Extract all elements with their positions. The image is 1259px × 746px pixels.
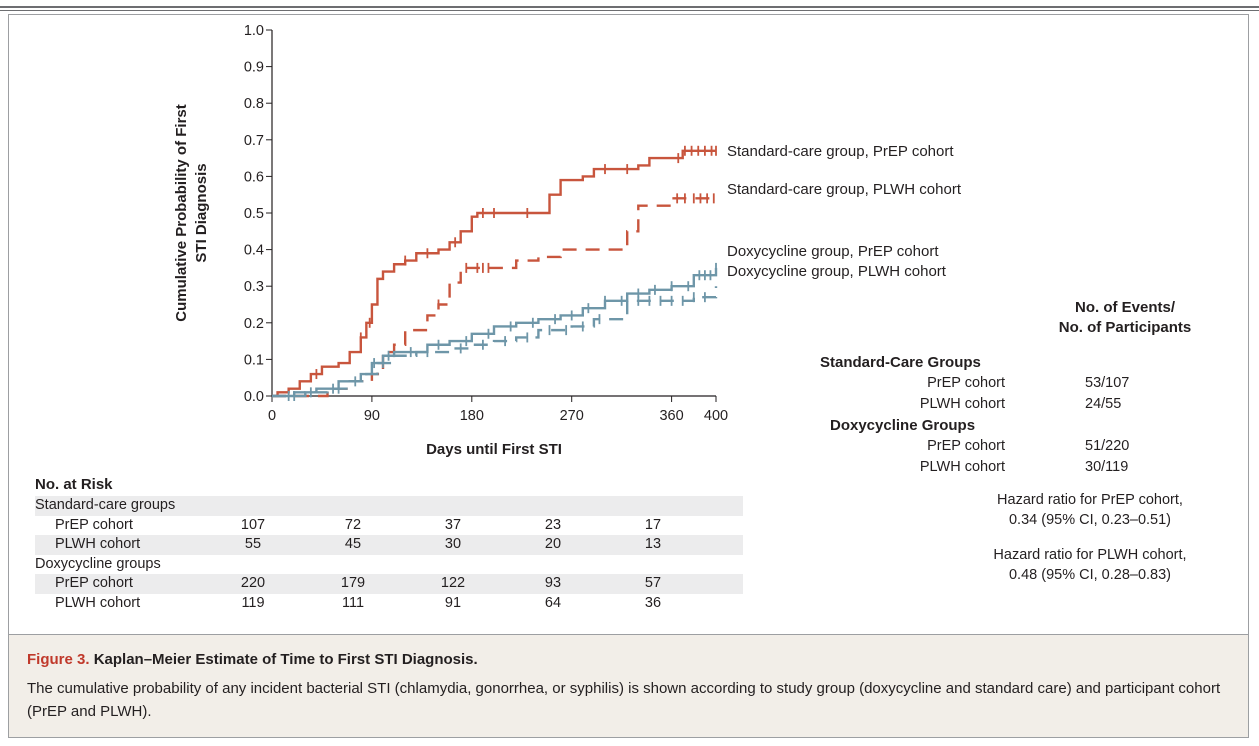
doxy-plwh-events: 30/119 — [1085, 459, 1129, 475]
x-axis-label: Days until First STI — [426, 441, 562, 458]
y-axis-label-line2: STI Diagnosis — [193, 163, 210, 262]
hazard-prep-line1: Hazard ratio for PrEP cohort, — [997, 492, 1183, 508]
figure-caption: Figure 3. Kaplan–Meier Estimate of Time … — [8, 634, 1249, 738]
risk-cell: 91 — [444, 594, 462, 611]
standard-care-groups-title: Standard-Care Groups — [820, 354, 981, 371]
y-tick-label-1: 0.1 — [244, 352, 264, 368]
standard-plwh-events: 24/55 — [1085, 396, 1122, 412]
risk-cell: 13 — [644, 536, 662, 552]
x-tick-label-3: 270 — [560, 408, 584, 424]
standard-plwh-label: PLWH cohort — [919, 396, 1005, 412]
risk-cell: 57 — [644, 575, 662, 591]
hazard-ratio-prep: Hazard ratio for PrEP cohort, 0.34 (95% … — [940, 490, 1240, 530]
hazard-ratio-plwh: Hazard ratio for PLWH cohort, 0.48 (95% … — [940, 545, 1240, 585]
risk-cell: 20 — [544, 536, 562, 552]
standard-prep-events: 53/107 — [1085, 375, 1130, 391]
risk-row: PrEP cohort 107 72 37 23 17 — [35, 516, 743, 536]
risk-cell: 93 — [544, 575, 562, 591]
series-label-0: Standard-care group, PrEP cohort — [727, 143, 954, 160]
series-line-2 — [272, 267, 718, 398]
risk-cell: 72 — [344, 516, 362, 533]
risk-cell: 30 — [444, 536, 462, 552]
y-tick-label-2: 0.2 — [244, 316, 264, 332]
risk-row-label: PLWH cohort — [55, 536, 141, 552]
risk-table-title: No. at Risk — [35, 476, 113, 493]
x-tick-label-5: 400 — [704, 408, 728, 424]
caption-title: Figure 3. Kaplan–Meier Estimate of Time … — [27, 651, 478, 668]
risk-cell: 17 — [644, 516, 662, 533]
y-tick-label-7: 0.7 — [244, 133, 264, 149]
risk-row-label: Doxycycline groups — [35, 555, 161, 572]
doxy-prep-label: PrEP cohort — [927, 438, 1005, 454]
risk-row-label: PrEP cohort — [55, 516, 133, 533]
series-label-2: Doxycycline group, PrEP cohort — [727, 243, 939, 260]
risk-row: Standard-care groups — [35, 496, 743, 516]
caption-title-text: Kaplan–Meier Estimate of Time to First S… — [93, 651, 478, 668]
figure-panel — [8, 14, 1249, 738]
y-tick-label-8: 0.8 — [244, 96, 264, 112]
risk-row-label: PLWH cohort — [55, 594, 141, 611]
series-label-3: Doxycycline group, PLWH cohort — [727, 263, 947, 280]
x-tick-label-2: 180 — [460, 408, 484, 424]
hazard-plwh-line1: Hazard ratio for PLWH cohort, — [993, 547, 1187, 563]
y-tick-label-3: 0.3 — [244, 279, 264, 295]
y-tick-label-6: 0.6 — [244, 169, 264, 185]
risk-cell: 111 — [341, 594, 365, 611]
y-tick-label-0: 0.0 — [244, 389, 264, 405]
series-line-0 — [272, 149, 716, 398]
risk-row-label: Standard-care groups — [35, 497, 176, 513]
standard-prep-label: PrEP cohort — [927, 375, 1005, 391]
risk-cell: 64 — [544, 594, 562, 611]
risk-cell: 23 — [544, 516, 562, 533]
risk-row: PrEP cohort 220 179 122 93 57 — [35, 574, 743, 594]
risk-cell: 37 — [444, 516, 462, 533]
risk-cell: 107 — [240, 516, 266, 533]
risk-row-label: PrEP cohort — [55, 575, 133, 591]
x-tick-label-4: 360 — [659, 408, 683, 424]
top-rule — [0, 6, 1259, 8]
risk-table: Standard-care groups PrEP cohort 107 72 37 23… — [35, 496, 743, 613]
risk-row: PLWH cohort 55 45 30 20 13 — [35, 535, 743, 555]
doxy-plwh-label: PLWH cohort — [919, 459, 1005, 475]
y-tick-label-9: 0.9 — [244, 60, 264, 76]
risk-row: Doxycycline groups — [35, 555, 743, 575]
risk-cell: 55 — [244, 536, 262, 552]
risk-row: PLWH cohort 119 111 91 64 36 — [35, 594, 743, 614]
doxycycline-groups-title: Doxycycline Groups — [830, 417, 976, 434]
risk-cell: 122 — [440, 575, 466, 591]
x-tick-label-0: 0 — [268, 408, 276, 424]
y-tick-label-10: 1.0 — [244, 23, 264, 39]
events-header-line1: No. of Events/ — [1074, 299, 1175, 316]
x-tick-label-1: 90 — [364, 408, 380, 424]
risk-cell: 36 — [644, 594, 662, 611]
risk-cell: 220 — [240, 575, 266, 591]
doxy-prep-events: 51/220 — [1085, 438, 1130, 454]
hazard-plwh-line2: 0.48 (95% CI, 0.28–0.83) — [1008, 567, 1172, 583]
y-tick-label-4: 0.4 — [244, 243, 264, 259]
caption-body: The cumulative probability of any incide… — [27, 680, 1221, 720]
y-tick-label-5: 0.5 — [244, 206, 264, 222]
risk-cell: 119 — [241, 594, 265, 611]
risk-cell: 45 — [344, 536, 362, 552]
events-header-line2: No. of Participants — [1058, 319, 1192, 336]
figure-label: Figure 3. — [27, 651, 90, 668]
hazard-prep-line2: 0.34 (95% CI, 0.23–0.51) — [1008, 512, 1172, 528]
series-label-1: Standard-care group, PLWH cohort — [727, 181, 962, 198]
risk-cell: 179 — [340, 575, 366, 591]
y-axis-label-line1: Cumulative Probability of First — [173, 104, 190, 322]
top-rule-thin — [0, 10, 1259, 11]
series-line-1 — [272, 197, 716, 398]
km-chart: 0.0 0.1 0.2 0.3 0.4 0.5 0.6 0.7 0.8 0.9 1.0 0 90 180 2… — [173, 23, 962, 458]
